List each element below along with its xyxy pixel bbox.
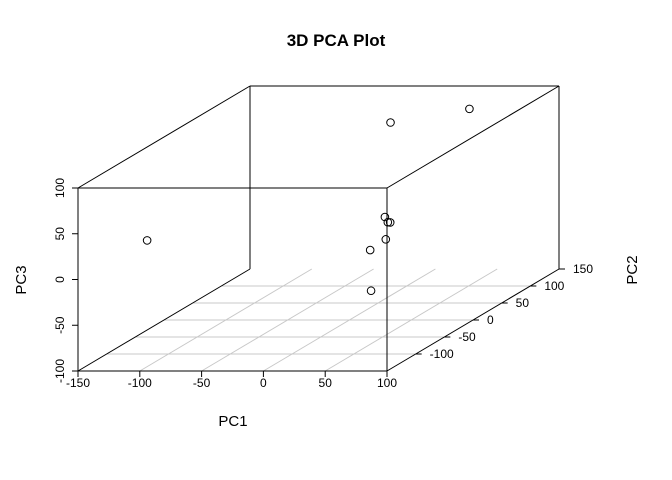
- box-edge: [77, 85, 251, 189]
- box-edge: [386, 85, 560, 189]
- data-point: [380, 212, 390, 222]
- box-edge: [77, 268, 251, 372]
- axis-ticks: -150 -100 -50 0 50 100-100-50050100-100-50050…: [53, 178, 593, 390]
- z-tick-label: -100: [53, 359, 67, 383]
- data-point: [381, 235, 391, 244]
- y-axis-label: PC2: [624, 255, 641, 284]
- x-tick-label: 50: [319, 376, 333, 390]
- x-tick-label: 0: [260, 376, 267, 390]
- y-tick-label: 0: [487, 313, 494, 327]
- z-tick-label: 100: [53, 178, 67, 198]
- z-axis-label: PC3: [13, 265, 30, 294]
- y-tick-label: 100: [544, 279, 564, 293]
- y-tick-label: 150: [573, 262, 593, 276]
- data-point: [386, 118, 395, 127]
- x-tick-label: -50: [193, 376, 211, 390]
- data-point: [465, 104, 474, 114]
- plot-box: [77, 85, 560, 372]
- x-tick-label: 100: [377, 376, 397, 390]
- data-point: [365, 245, 375, 255]
- y-tick-label: -100: [430, 347, 454, 361]
- data-points: [142, 104, 474, 296]
- y-tick-label: 50: [516, 296, 530, 310]
- z-tick-label: -50: [53, 316, 67, 334]
- z-tick-label: 50: [53, 227, 67, 241]
- data-point: [142, 236, 152, 245]
- floor-grid: [106, 268, 531, 372]
- data-point: [385, 218, 395, 227]
- data-point: [366, 286, 376, 296]
- x-tick-label: -150: [66, 376, 90, 390]
- chart-title: 3D PCA Plot: [287, 31, 386, 50]
- y-tick-label: -50: [458, 330, 476, 344]
- x-tick-label: -100: [128, 376, 152, 390]
- z-tick-label: 0: [53, 276, 67, 283]
- x-axis-label: PC1: [218, 413, 247, 430]
